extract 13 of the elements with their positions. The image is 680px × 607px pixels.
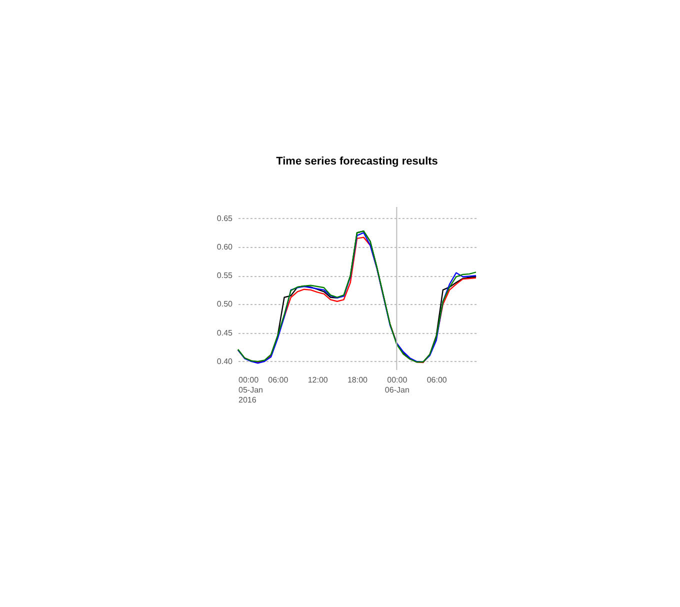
y-tick-label: 0.65	[216, 214, 234, 223]
x-tick-label: 12:00	[308, 376, 328, 384]
x-tick-label: 00:00 05-Jan 2016	[238, 376, 263, 404]
x-tick-label: 06:00	[268, 376, 289, 384]
y-tick-label: 0.50	[216, 300, 234, 309]
y-tick-label: 0.40	[216, 356, 234, 366]
chart-title: Time series forecasting results	[276, 156, 438, 168]
x-tick-label: 00:00 06-Jan	[384, 376, 410, 394]
x-tick-label: 06:00	[426, 376, 448, 384]
y-tick-label: 0.45	[216, 328, 234, 338]
y-tick-label: 0.60	[216, 242, 234, 252]
y-tick-label: 0.55	[216, 271, 234, 280]
x-tick-label: 18:00	[347, 376, 368, 384]
